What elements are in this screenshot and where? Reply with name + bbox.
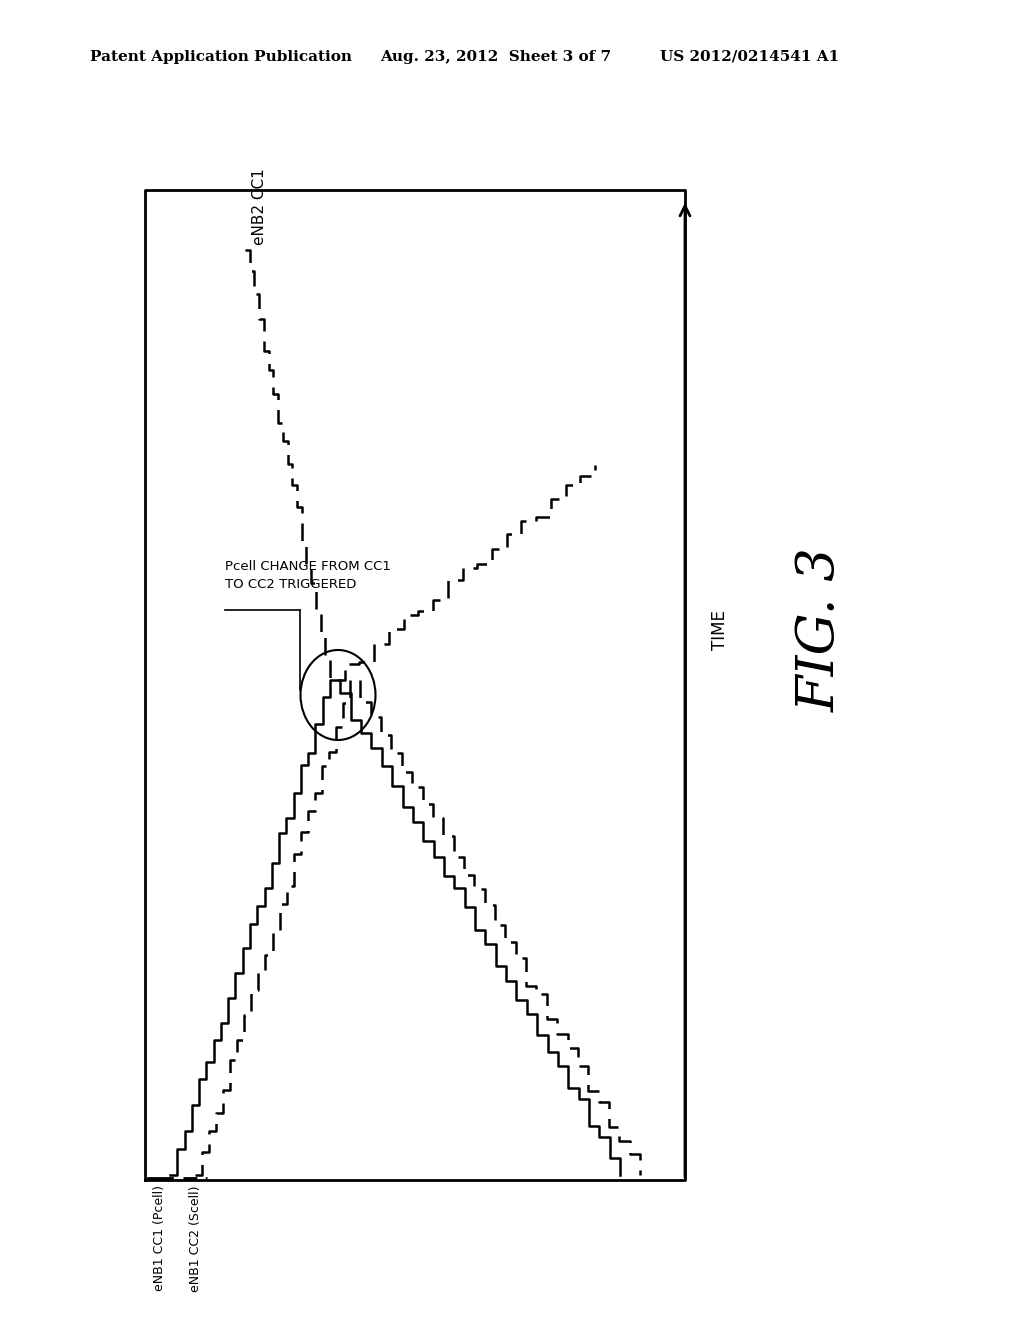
Text: Pcell CHANGE FROM CC1
TO CC2 TRIGGERED: Pcell CHANGE FROM CC1 TO CC2 TRIGGERED — [225, 560, 391, 591]
Text: eNB1 CC1 (Pcell): eNB1 CC1 (Pcell) — [154, 1185, 167, 1291]
Text: eNB2 CC1: eNB2 CC1 — [252, 168, 267, 246]
Text: US 2012/0214541 A1: US 2012/0214541 A1 — [660, 50, 840, 63]
Text: TIME: TIME — [711, 610, 729, 649]
Text: eNB1 CC2 (Scell): eNB1 CC2 (Scell) — [188, 1185, 202, 1291]
Text: FIG. 3: FIG. 3 — [795, 548, 846, 713]
Text: Aug. 23, 2012  Sheet 3 of 7: Aug. 23, 2012 Sheet 3 of 7 — [380, 50, 611, 63]
Text: Patent Application Publication: Patent Application Publication — [90, 50, 352, 63]
